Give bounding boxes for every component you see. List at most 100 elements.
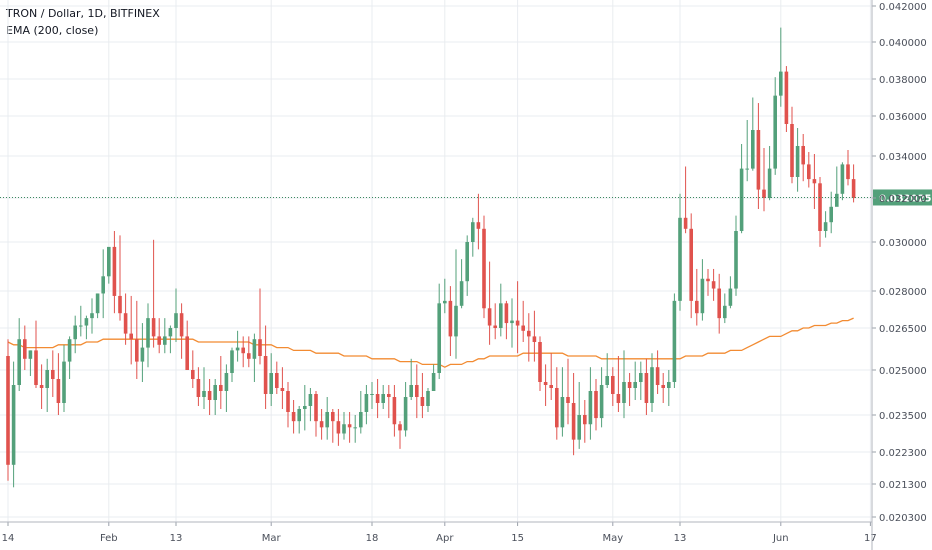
candle-body — [476, 222, 481, 229]
candle — [644, 358, 649, 415]
candle — [319, 409, 324, 440]
y-tick-label: 0.032000 — [879, 194, 927, 205]
candle — [566, 358, 570, 425]
indicator-label: EMA (200, close) — [6, 24, 99, 37]
candle — [459, 259, 464, 309]
candle — [493, 303, 497, 340]
candle-body — [588, 391, 593, 425]
candle-body — [599, 385, 604, 419]
candle — [151, 239, 156, 348]
candle-body — [499, 303, 503, 328]
candle-body — [426, 391, 430, 406]
candle-body — [135, 339, 139, 362]
candle-body — [84, 318, 89, 326]
candle-body — [767, 168, 772, 198]
candle-body — [146, 318, 150, 348]
y-tick-label: 0.020300 — [879, 513, 927, 524]
candle-body — [521, 325, 525, 331]
candle — [448, 286, 453, 356]
candle-body — [762, 189, 766, 198]
candle-body — [616, 394, 621, 403]
candle — [336, 409, 341, 446]
candle — [700, 259, 705, 321]
candle — [370, 382, 374, 409]
candle — [465, 235, 469, 296]
candle — [157, 318, 161, 354]
candle — [275, 361, 279, 394]
candle-body — [823, 222, 828, 231]
candle-body — [163, 336, 167, 345]
candle — [286, 382, 290, 428]
candle-body — [213, 385, 217, 400]
candle — [762, 148, 766, 212]
candle — [667, 370, 671, 406]
candle — [392, 385, 397, 437]
candle — [342, 412, 346, 440]
candle-body — [392, 397, 397, 425]
candle-body — [560, 397, 565, 428]
candle — [213, 379, 217, 415]
candle — [443, 278, 447, 314]
candle-body — [622, 382, 626, 403]
candle — [191, 350, 195, 388]
candle-body — [325, 412, 329, 428]
candle — [84, 315, 89, 340]
candle-body — [667, 382, 671, 388]
candle — [840, 162, 845, 201]
candle-body — [403, 397, 408, 431]
candle-body — [734, 231, 738, 289]
candle-body — [370, 394, 374, 395]
candle-body — [611, 376, 615, 394]
candle — [34, 320, 38, 388]
candle — [56, 353, 61, 415]
candle-body — [151, 318, 156, 337]
chart-legend: TRON / Dollar, 1D, BITFINEX EMA (200, cl… — [6, 5, 160, 39]
candle-body — [583, 415, 587, 425]
candle-body — [415, 385, 419, 397]
candle — [207, 379, 212, 415]
candle — [235, 330, 240, 362]
candle-body — [90, 313, 94, 319]
candle — [252, 333, 257, 382]
candle-body — [784, 71, 789, 124]
candle-body — [577, 415, 581, 440]
candle — [633, 361, 637, 400]
candle — [135, 300, 139, 379]
candle — [510, 298, 514, 348]
candle — [112, 231, 117, 314]
candle-body — [409, 385, 413, 397]
candle-body — [527, 330, 531, 337]
candle-body — [51, 370, 55, 379]
candle-body — [706, 278, 710, 282]
candle — [706, 268, 710, 296]
candle-body — [258, 339, 262, 356]
candle — [812, 154, 817, 209]
candle-body — [700, 278, 705, 314]
candle-body — [185, 336, 189, 370]
candle-body — [17, 339, 21, 385]
candle-body — [555, 388, 559, 428]
candle — [627, 373, 632, 406]
candle — [196, 367, 201, 406]
candle-body — [672, 300, 677, 382]
candle-body — [717, 288, 721, 319]
candle-body — [571, 403, 576, 440]
candle-body — [683, 217, 688, 229]
candle — [773, 77, 777, 175]
x-tick-label: 13 — [674, 533, 687, 544]
candle — [756, 103, 761, 209]
candle-body — [28, 350, 33, 359]
candle — [314, 391, 318, 437]
candle — [353, 415, 357, 443]
candle-body — [846, 164, 850, 180]
candle — [499, 283, 503, 337]
x-tick-label: 13 — [170, 533, 183, 544]
candle-body — [431, 373, 436, 391]
candle-body — [219, 385, 223, 391]
candle-body — [594, 391, 598, 419]
candle — [767, 146, 772, 201]
candle — [835, 166, 839, 207]
candle — [174, 288, 178, 342]
candle-body — [353, 427, 357, 429]
